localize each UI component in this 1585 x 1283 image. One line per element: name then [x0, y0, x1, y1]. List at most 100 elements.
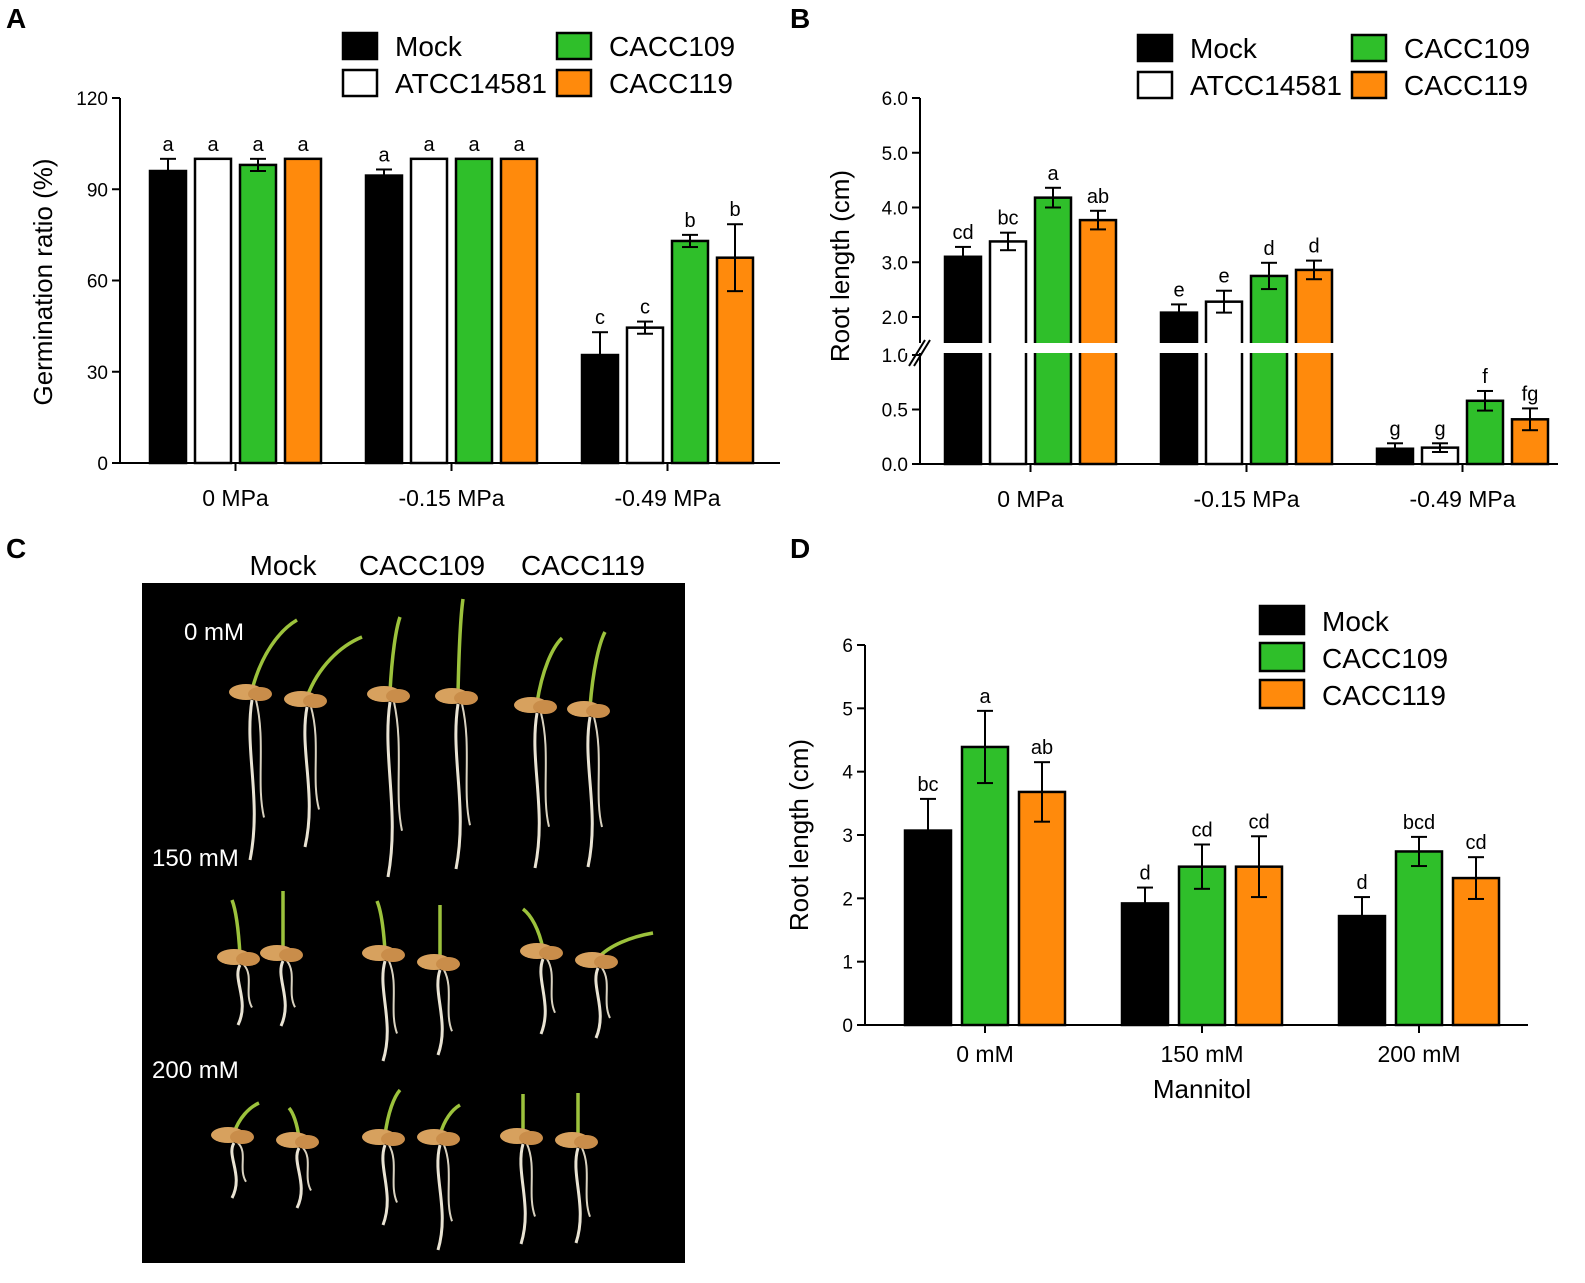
- significance-letter: bcd: [1403, 812, 1435, 834]
- significance-letter: e: [1218, 266, 1229, 288]
- seedling-root: [533, 712, 541, 869]
- significance-letter: cd: [1191, 820, 1212, 842]
- significance-letter: a: [513, 134, 525, 156]
- significance-letter: a: [207, 134, 219, 156]
- bar-cacc119: [1078, 218, 1118, 466]
- seedling-seed: [594, 955, 618, 969]
- bar-mock: [148, 169, 188, 465]
- x-category-label: -0.49 MPa: [614, 485, 720, 511]
- seedling-seed: [236, 952, 260, 966]
- seedling-root: [436, 1144, 444, 1251]
- legend-swatch-cacc109: [555, 31, 593, 61]
- chart-b-root-length: 0.0 0.5 1.0 2.0 3.0 4.0 5.0 6.0 Root length (cm)…: [825, 33, 1565, 512]
- y-tick-label: 60: [87, 272, 108, 293]
- seedling-root: [443, 969, 453, 1032]
- seedling-seed: [381, 1132, 405, 1146]
- seedling-root: [540, 712, 550, 827]
- y-tick-label: 4: [842, 763, 853, 784]
- panel-label-d: D: [790, 533, 810, 564]
- photo-column-label-mock: Mock: [250, 550, 318, 581]
- y-tick-label: 90: [87, 180, 108, 201]
- x-category-label: -0.15 MPa: [1193, 486, 1299, 512]
- y-axis-label: Root length (cm): [784, 739, 814, 931]
- seedling-root: [393, 701, 403, 831]
- seedling-shoot: [456, 598, 465, 695]
- y-tick-label: 1.0: [882, 346, 908, 367]
- significance-letter: d: [1308, 236, 1319, 258]
- legend-label-cacc109: CACC109: [609, 31, 735, 62]
- legend-swatch-cacc109: [1258, 641, 1306, 673]
- y-tick-label: 0.0: [882, 455, 908, 476]
- x-category-label: 150 mM: [1160, 1041, 1243, 1067]
- seedling-root: [230, 1142, 238, 1199]
- seedling-photograph: Mock CACC109 CACC119 0 mM 150 mM 200 mM: [142, 550, 685, 1263]
- x-category-label: 200 mM: [1377, 1041, 1460, 1067]
- seedling-shoot: [305, 635, 363, 698]
- legend-label-cacc119: CACC119: [1404, 70, 1528, 101]
- legend-swatch-atcc14581: [1136, 70, 1174, 100]
- seedling-shoot: [535, 636, 564, 704]
- legend-label-cacc109: CACC109: [1322, 643, 1448, 674]
- seedling-root: [388, 1144, 398, 1203]
- y-tick-label: 4.0: [882, 199, 908, 220]
- seedling-root: [237, 1142, 247, 1183]
- y-tick-label: 2: [842, 889, 853, 910]
- seedling-root: [436, 969, 444, 1056]
- significance-letter: f: [1482, 366, 1488, 388]
- seedling-root: [243, 964, 253, 1008]
- y-tick-label: 3.0: [882, 253, 908, 274]
- legend-label-cacc119: CACC119: [1322, 680, 1446, 711]
- seedling-root: [303, 706, 311, 848]
- x-category-label: 0 mM: [956, 1041, 1014, 1067]
- legend-label-cacc119: CACC119: [609, 68, 733, 99]
- seedling-seed: [533, 700, 557, 714]
- seedling-root: [279, 960, 287, 1027]
- panel-label-c: C: [6, 533, 26, 564]
- seedling-seed: [519, 1131, 543, 1145]
- legend-swatch-cacc119: [1350, 70, 1388, 100]
- significance-letter: a: [1047, 163, 1059, 185]
- legend-label-atcc14581: ATCC14581: [395, 68, 547, 99]
- y-tick-label: 2.0: [882, 308, 908, 329]
- significance-letter: c: [595, 307, 605, 329]
- y-tick-label: 5: [842, 699, 853, 720]
- legend-swatch-mock: [1136, 33, 1174, 63]
- y-tick-label: 1: [842, 953, 853, 974]
- significance-letter: bc: [997, 208, 1018, 230]
- y-tick-label: 3: [842, 826, 853, 847]
- seedling-seed: [303, 694, 327, 708]
- seedling-root: [295, 1147, 303, 1209]
- bar-atcc14581: [409, 157, 449, 465]
- y-tick-label: 6: [842, 636, 853, 657]
- x-axis-label: Mannitol: [1153, 1074, 1251, 1104]
- y-tick-label: 0: [842, 1016, 853, 1037]
- seedling-root: [586, 716, 594, 868]
- bar-mock: [1120, 902, 1170, 1027]
- y-tick-label: 6.0: [882, 89, 908, 110]
- seedling-root: [593, 716, 603, 828]
- legend-swatch-cacc119: [1258, 678, 1306, 710]
- seedling-root: [381, 1144, 389, 1226]
- legend-label-atcc14581: ATCC14581: [1190, 70, 1342, 101]
- chart-a-germination-ratio: 0 30 60 90 120 Germination ratio (%) 0 MPa a a a a…: [28, 31, 780, 511]
- bar-cacc119: [1294, 268, 1334, 466]
- seedling-root: [581, 1147, 591, 1218]
- legend-label-mock: Mock: [1322, 606, 1390, 637]
- seedling-root: [255, 699, 265, 818]
- significance-letter: g: [1434, 418, 1445, 440]
- seedling-shoot: [375, 900, 387, 952]
- significance-letter: b: [729, 199, 740, 221]
- seedling-root: [539, 958, 547, 1035]
- significance-letter: a: [979, 686, 991, 708]
- axis-break-mark: [908, 339, 926, 367]
- chart-d-mannitol-root-length: 0 1 2 3 4 5 6 Root length (cm) 0 mM bc a ab 150 mM d c…: [784, 604, 1528, 1104]
- seedling-seed: [586, 704, 610, 718]
- significance-letter: b: [684, 210, 695, 232]
- photo-row-label-0mm: 0 mM: [184, 619, 244, 646]
- y-tick-label: 5.0: [882, 144, 908, 165]
- panel-label-b: B: [790, 3, 810, 34]
- bar-mock: [364, 174, 404, 465]
- significance-letter: a: [378, 144, 390, 166]
- legend-label-cacc109: CACC109: [1404, 33, 1530, 64]
- legend-swatch-cacc109: [1350, 33, 1388, 63]
